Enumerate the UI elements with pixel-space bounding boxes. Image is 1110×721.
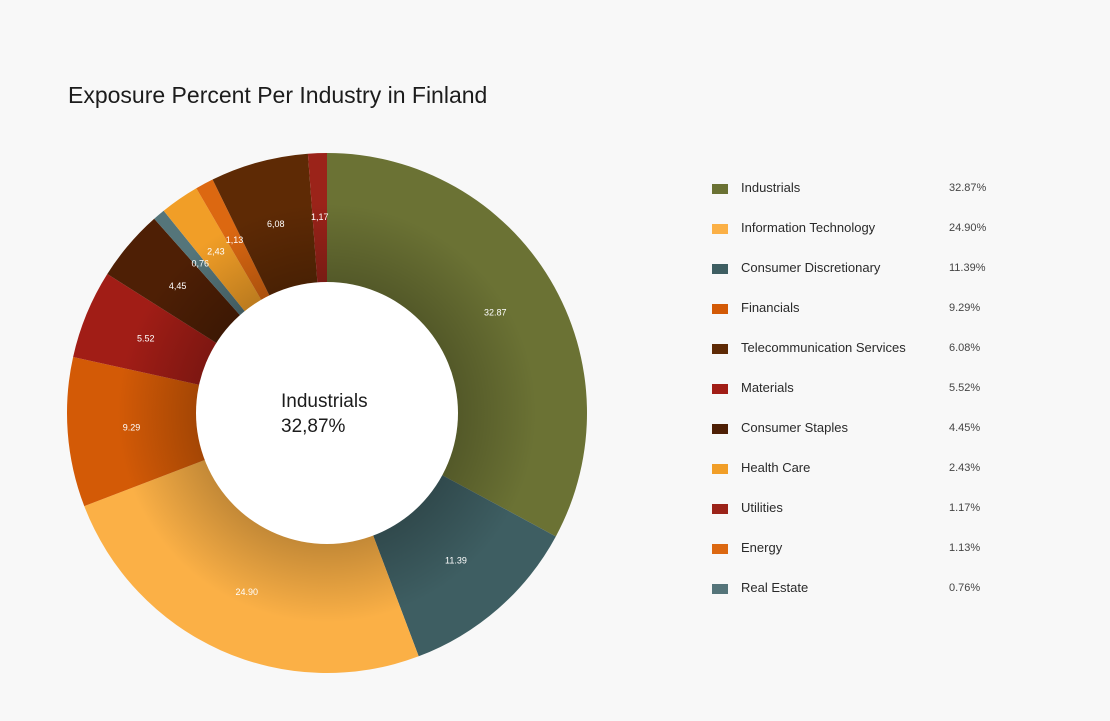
legend-item-health-care[interactable]: Health Care 2.43% [712,460,1012,500]
slice-label-information-technology: 24.90 [235,587,258,597]
legend-value: 1.17% [949,502,981,514]
legend-item-information-technology[interactable]: Information Technology 24.90% [712,220,1012,260]
legend-item-industrials[interactable]: Industrials 32.87% [712,180,1012,220]
slice-label-energy: 1,13 [226,235,244,245]
slice-label-consumer-discretionary: 11.39 [445,556,467,566]
donut-chart: 32.87 11.39 24.90 9.29 5.52 4,45 0,762,431,13 6… [67,153,587,673]
legend-label: Industrials [741,180,801,195]
legend-swatch [712,384,728,394]
legend-value: 9.29% [949,302,981,314]
legend-value: 2.43% [949,462,981,474]
slice-labels: 32.87 11.39 24.90 9.29 5.52 4,45 0,762,431,13 6… [123,212,507,597]
legend-swatch [712,584,728,594]
legend-label: Telecommunication Services [741,340,906,355]
legend-item-consumer-discretionary[interactable]: Consumer Discretionary 11.39% [712,260,1012,300]
slice-label-consumer-staples: 4,45 [169,281,187,291]
legend-value: 1.13% [949,542,981,554]
legend-value: 5.52% [949,382,981,394]
legend-label: Real Estate [741,580,809,595]
legend-swatch [712,424,728,434]
legend-value: 0.76% [949,582,981,594]
legend-item-consumer-staples[interactable]: Consumer Staples 4.45% [712,420,1012,460]
legend-swatch [712,504,728,514]
legend-value: 4.45% [949,422,981,434]
legend-item-materials[interactable]: Materials 5.52% [712,380,1012,420]
legend-swatch [712,184,728,194]
legend-item-utilities[interactable]: Utilities 1.17% [712,500,1012,540]
legend-label: Materials [741,380,794,395]
legend-swatch [712,544,728,554]
center-category-label: Industrials [281,391,368,412]
legend-label: Consumer Discretionary [741,260,881,275]
slice-label-financials: 9.29 [123,423,141,433]
slice-label-health-care: 2,43 [207,247,225,257]
legend-value: 32.87% [949,182,987,194]
legend-label: Utilities [741,500,783,515]
legend-value: 6.08% [949,342,981,354]
legend-label: Energy [741,540,783,555]
legend-label: Information Technology [741,220,876,235]
center-value-label: 32,87% [281,416,346,437]
slice-label-utilities: 1,17 [311,212,329,222]
legend-swatch [712,344,728,354]
legend-swatch [712,304,728,314]
legend-value: 24.90% [949,222,987,234]
legend-label: Financials [741,300,800,315]
legend-label: Health Care [741,460,811,475]
legend-swatch [712,464,728,474]
slice-label-industrials: 32.87 [484,308,507,318]
legend-item-energy[interactable]: Energy 1.13% [712,540,1012,580]
slice-label-materials: 5.52 [137,333,155,343]
slice-label-telecommunication-services: 6,08 [267,219,285,229]
legend-item-telecommunication-services[interactable]: Telecommunication Services 6.08% [712,340,1012,380]
chart-title: Exposure Percent Per Industry in Finland [68,82,488,108]
legend-item-financials[interactable]: Financials 9.29% [712,300,1012,340]
legend-value: 11.39% [949,262,986,274]
legend-item-real-estate[interactable]: Real Estate 0.76% [712,580,1012,620]
slice-label-real-estate: 0,76 [191,258,209,268]
legend-label: Consumer Staples [741,420,848,435]
legend: Industrials 32.87% Information Technology 2… [712,180,1012,620]
donut-hole [196,282,458,544]
legend-swatch [712,224,728,234]
legend-swatch [712,264,728,274]
